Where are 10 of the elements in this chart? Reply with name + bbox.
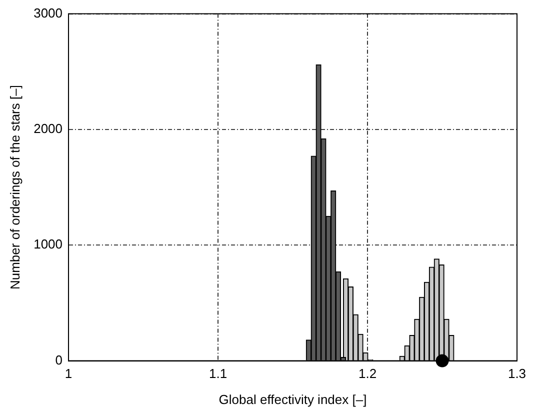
x-tick-label: 1 (64, 366, 72, 382)
y-tick-label: 0 (55, 352, 63, 368)
x-tick-label: 1.1 (208, 366, 228, 382)
x-tick-label: 1.3 (508, 366, 526, 382)
y-axis-title: Number of orderings of the stars [–] (7, 85, 22, 290)
x-tick-label: 1.2 (358, 366, 377, 382)
y-tick-label: 1000 (34, 236, 63, 252)
x-axis-title: Global effectivity index [–] (218, 392, 367, 407)
y-tick-label: 3000 (34, 5, 63, 20)
y-tick-label: 2000 (34, 121, 63, 136)
